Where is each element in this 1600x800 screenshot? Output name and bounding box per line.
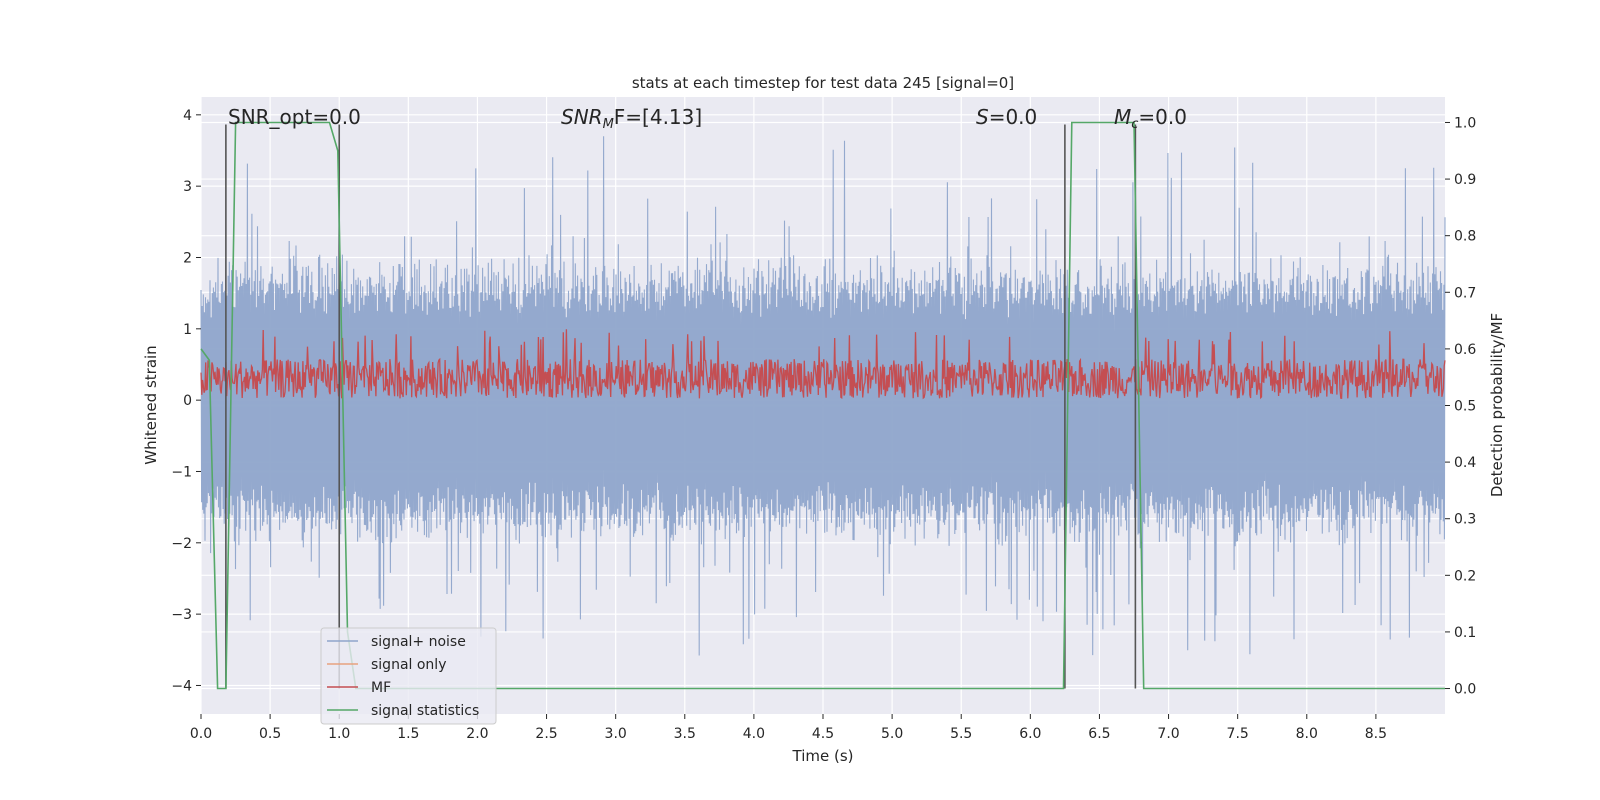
legend: signal+ noise signal only MF signal statist… (320, 627, 497, 725)
y2-tick-label: 0.3 (1454, 512, 1476, 528)
annotation-mc-rest: =0.0 (1138, 105, 1187, 129)
y-tick-label: −2 (171, 536, 192, 552)
x-tick-label: 1.0 (328, 726, 350, 742)
x-tick-label: 1.5 (397, 726, 419, 742)
x-tick-label: 5.0 (881, 726, 903, 742)
x-tick-label: 7.0 (1157, 726, 1179, 742)
y-tick-label: 4 (183, 108, 192, 124)
y2-tick-label: 0.9 (1454, 172, 1476, 188)
y-tick-label: −4 (171, 678, 192, 694)
y-tick-label: 1 (183, 322, 192, 338)
x-tick-label: 6.5 (1088, 726, 1110, 742)
x-tick-label: 0.0 (190, 726, 212, 742)
x-tick-label: 5.5 (950, 726, 972, 742)
series-signal-noise (200, 136, 1446, 656)
x-tick-label: 8.5 (1365, 726, 1387, 742)
y2-tick-label: 0.0 (1454, 682, 1476, 698)
annotation-snr-mf: SNRMF=[4.13] (561, 105, 702, 132)
x-tick-label: 7.5 (1227, 726, 1249, 742)
plot-area (200, 121, 1446, 690)
y2-tick-label: 0.4 (1454, 455, 1476, 471)
annotation-mc-sub: c (1131, 117, 1138, 132)
annotation-mc-label: M (1114, 105, 1131, 129)
y-tick-label: 2 (183, 250, 192, 266)
y-axis-label: Whitened strain (142, 345, 160, 464)
x-tick-label: 2.5 (535, 726, 557, 742)
y-tick-label: 3 (183, 179, 192, 195)
annotation-snr-mf-rest: F=[4.13] (614, 105, 702, 129)
legend-label: signal statistics (371, 703, 479, 719)
annotation-mc: Mc=0.0 (1114, 105, 1187, 132)
x-tick-label: 8.0 (1296, 726, 1318, 742)
annotation-snr-mf-base: SNR (561, 105, 603, 129)
y2-tick-label: 1.0 (1454, 115, 1476, 131)
axes: 0.0 0.5 1.0 1.5 2.0 2.5 3.0 3.5 4.0 4.5 5.0 5.5 6.0 6… (171, 108, 1476, 742)
annotation-s: S=0.0 (976, 105, 1037, 129)
y2-tick-label: 0.6 (1454, 342, 1476, 358)
y2-tick-label: 0.2 (1454, 568, 1476, 584)
x-tick-label: 4.0 (743, 726, 765, 742)
x-tick-label: 2.0 (466, 726, 488, 742)
annotation-snr-opt: SNR_opt=0.0 (228, 105, 361, 129)
series-mf (200, 329, 1446, 400)
y2-tick-label: 0.8 (1454, 229, 1476, 245)
y-tick-label: 0 (183, 393, 192, 409)
y2-tick-label: 0.5 (1454, 399, 1476, 415)
y2-axis-label: Detection probability/MF (1488, 313, 1506, 497)
x-tick-label: 0.5 (259, 726, 281, 742)
legend-label: signal only (371, 657, 446, 673)
x-tick-label: 4.5 (812, 726, 834, 742)
y-tick-label: −1 (171, 464, 192, 480)
x-tick-label: 6.0 (1019, 726, 1041, 742)
y2-tick-label: 0.7 (1454, 285, 1476, 301)
annotation-snr-mf-sub: M (603, 117, 614, 132)
annotation-s-label: S (976, 105, 989, 129)
x-axis-label: Time (s) (792, 747, 854, 765)
legend-label: signal+ noise (371, 634, 466, 650)
y-tick-label: −3 (171, 607, 192, 623)
series-signal-statistics (200, 121, 1445, 690)
legend-box (320, 627, 497, 725)
annotations: SNR_opt=0.0 SNRMF=[4.13] S=0.0 Mc=0.0 (228, 105, 1187, 132)
x-tick-label: 3.0 (605, 726, 627, 742)
legend-label: MF (371, 680, 391, 696)
x-tick-label: 3.5 (674, 726, 696, 742)
y2-tick-label: 0.1 (1454, 625, 1476, 641)
chart-title: stats at each timestep for test data 245… (632, 74, 1014, 92)
annotation-s-rest: =0.0 (989, 105, 1038, 129)
